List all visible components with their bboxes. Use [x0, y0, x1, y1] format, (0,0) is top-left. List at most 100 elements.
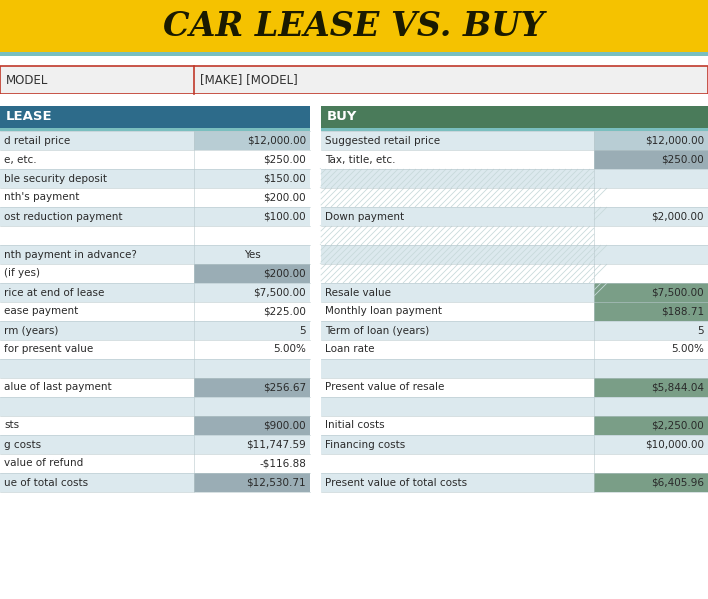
- Bar: [0, 66, 708, 94]
- Bar: [194, 188, 310, 207]
- Bar: [594, 169, 708, 188]
- Bar: [0, 378, 194, 397]
- Text: nth payment in advance?: nth payment in advance?: [4, 250, 137, 259]
- Bar: [194, 131, 310, 150]
- Bar: [0, 473, 194, 492]
- Bar: [0, 207, 194, 226]
- Text: $200.00: $200.00: [263, 268, 306, 279]
- Bar: [594, 340, 708, 359]
- Text: 5: 5: [299, 325, 306, 335]
- Bar: [0, 321, 194, 340]
- Text: Present value of total costs: Present value of total costs: [325, 477, 467, 488]
- Bar: [0, 106, 310, 128]
- Text: $12,000.00: $12,000.00: [645, 135, 704, 146]
- Text: $12,000.00: $12,000.00: [247, 135, 306, 146]
- Text: ue of total costs: ue of total costs: [4, 477, 88, 488]
- Bar: [0, 150, 194, 169]
- Bar: [321, 207, 594, 226]
- Text: Tax, title, etc.: Tax, title, etc.: [325, 155, 395, 165]
- Bar: [0, 245, 194, 264]
- Bar: [594, 416, 708, 435]
- Text: e, etc.: e, etc.: [4, 155, 37, 165]
- Text: Loan rate: Loan rate: [325, 344, 375, 355]
- Bar: [0, 340, 194, 359]
- Bar: [321, 397, 594, 416]
- Bar: [0, 283, 194, 302]
- Bar: [0, 128, 310, 131]
- Text: $256.67: $256.67: [263, 383, 306, 392]
- Bar: [0, 0, 708, 52]
- Bar: [594, 302, 708, 321]
- Bar: [194, 245, 310, 264]
- Bar: [0, 169, 194, 188]
- Bar: [321, 302, 594, 321]
- Text: rm (years): rm (years): [4, 325, 58, 335]
- Text: Suggested retail price: Suggested retail price: [325, 135, 440, 146]
- Bar: [0, 94, 708, 106]
- Bar: [0, 52, 708, 56]
- Bar: [321, 169, 594, 188]
- Text: $12,530.71: $12,530.71: [246, 477, 306, 488]
- Text: Resale value: Resale value: [325, 288, 391, 298]
- Text: alue of last payment: alue of last payment: [4, 383, 112, 392]
- Bar: [194, 283, 310, 302]
- Text: -$116.88: -$116.88: [259, 458, 306, 468]
- Bar: [0, 302, 194, 321]
- Bar: [321, 264, 594, 283]
- Bar: [0, 56, 708, 66]
- Text: BUY: BUY: [326, 110, 357, 123]
- Bar: [321, 283, 594, 302]
- Text: ost reduction payment: ost reduction payment: [4, 211, 122, 222]
- Text: Financing costs: Financing costs: [325, 440, 405, 449]
- Text: $100.00: $100.00: [263, 211, 306, 222]
- Bar: [594, 454, 708, 473]
- Bar: [594, 321, 708, 340]
- Bar: [594, 397, 708, 416]
- Text: sts: sts: [4, 420, 19, 431]
- Bar: [194, 264, 310, 283]
- Text: $7,500.00: $7,500.00: [651, 288, 704, 298]
- Text: CAR LEASE VS. BUY: CAR LEASE VS. BUY: [164, 10, 544, 43]
- Bar: [321, 473, 594, 492]
- Text: $188.71: $188.71: [661, 307, 704, 316]
- Bar: [321, 435, 594, 454]
- Bar: [0, 416, 194, 435]
- Text: nth's payment: nth's payment: [4, 192, 79, 202]
- Bar: [594, 150, 708, 169]
- Bar: [594, 283, 708, 302]
- Bar: [321, 150, 594, 169]
- Text: g costs: g costs: [4, 440, 41, 449]
- Bar: [594, 245, 708, 264]
- Text: (if yes): (if yes): [4, 268, 40, 279]
- Bar: [194, 226, 310, 245]
- Bar: [194, 359, 310, 378]
- Text: d retail price: d retail price: [4, 135, 70, 146]
- Bar: [594, 378, 708, 397]
- Bar: [594, 226, 708, 245]
- Text: $11,747.59: $11,747.59: [246, 440, 306, 449]
- Bar: [321, 106, 708, 128]
- Bar: [0, 264, 194, 283]
- Bar: [194, 378, 310, 397]
- Bar: [0, 359, 194, 378]
- Bar: [321, 416, 594, 435]
- Bar: [321, 454, 594, 473]
- Bar: [194, 435, 310, 454]
- Bar: [321, 226, 594, 245]
- Text: $2,000.00: $2,000.00: [651, 211, 704, 222]
- Bar: [321, 131, 594, 150]
- Bar: [594, 435, 708, 454]
- Bar: [321, 340, 594, 359]
- Bar: [194, 321, 310, 340]
- Text: $250.00: $250.00: [263, 155, 306, 165]
- Bar: [321, 359, 594, 378]
- Text: ble security deposit: ble security deposit: [4, 174, 107, 183]
- Text: ease payment: ease payment: [4, 307, 79, 316]
- Bar: [0, 226, 194, 245]
- Bar: [594, 188, 708, 207]
- Bar: [0, 131, 194, 150]
- Text: $2,250.00: $2,250.00: [651, 420, 704, 431]
- Text: for present value: for present value: [4, 344, 93, 355]
- Bar: [594, 131, 708, 150]
- Bar: [594, 264, 708, 283]
